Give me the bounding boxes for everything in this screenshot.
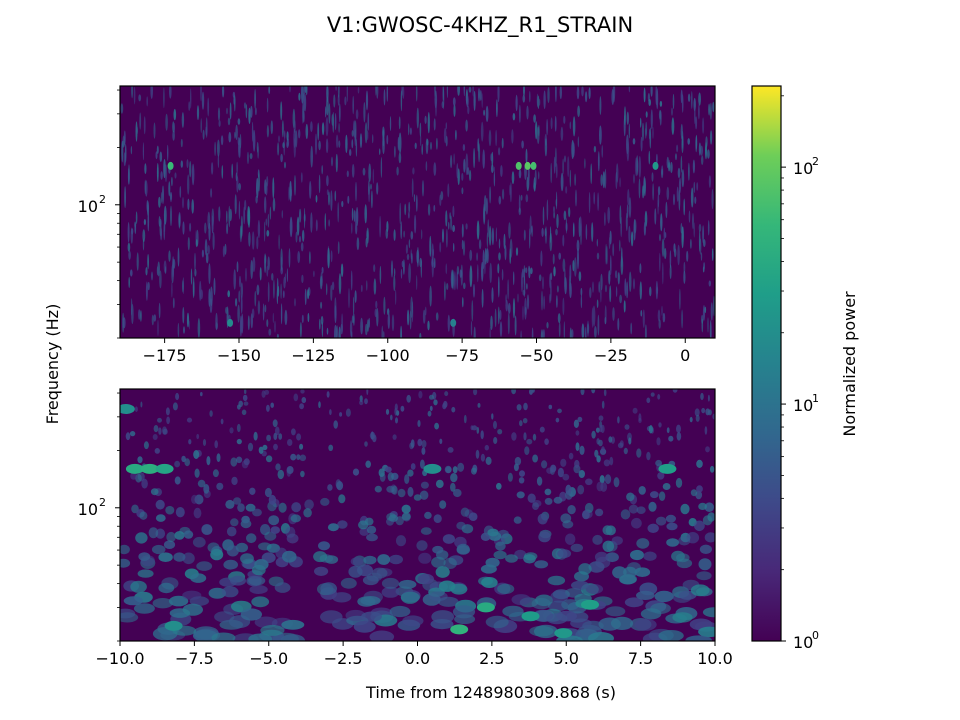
- heatmap-hot-spot: [658, 463, 677, 474]
- x-tick-label: −150: [217, 346, 261, 365]
- top-y-axis: 10 2: [78, 89, 120, 339]
- x-tick-label: −175: [143, 346, 187, 365]
- bottom-heatmap-texture: [120, 389, 715, 641]
- bottom-x-axis: −10.0 −7.5 −5.0 −2.5 0.0 2.5 5.0 7.5 10.0: [95, 641, 733, 668]
- x-tick-label: −7.5: [175, 649, 214, 668]
- x-tick-label: −125: [291, 346, 335, 365]
- colorbar-tick-label: 10: [793, 633, 813, 652]
- heatmap-hot-spot: [652, 161, 659, 170]
- heatmap-hot-spot: [521, 611, 540, 622]
- heatmap-hot-spot: [515, 161, 522, 170]
- x-tick-label: 0: [680, 346, 690, 365]
- heatmap-hot-spot: [581, 599, 599, 610]
- heatmap-hot-spot: [167, 161, 174, 170]
- bottom-heatmap-marks: [120, 404, 677, 639]
- heatmap-hot-spot: [554, 628, 573, 639]
- x-tick-label: −5.0: [249, 649, 288, 668]
- x-tick-label: −2.5: [324, 649, 363, 668]
- heatmap-hot-spot: [450, 624, 469, 635]
- colorbar-tick-label: 10: [793, 159, 813, 178]
- figure-title: V1:GWOSC-4KHZ_R1_STRAIN: [327, 13, 633, 38]
- x-tick-label: −100: [366, 346, 410, 365]
- top-heatmap-texture: [120, 86, 715, 338]
- x-tick-label: 2.5: [479, 649, 504, 668]
- top-axes-frame: [119, 85, 716, 339]
- colorbar-tick-exponent: 2: [812, 155, 819, 168]
- colorbar-tick-exponent: 0: [812, 629, 819, 642]
- heatmap-hot-spot: [423, 463, 442, 474]
- bottom-y-axis: 10 2: [78, 392, 120, 642]
- heatmap-hot-spot: [164, 620, 183, 631]
- heatmap-hot-spot: [125, 463, 144, 474]
- top-heatmap-marks: [167, 161, 659, 327]
- heatmap-hot-spot: [155, 463, 174, 474]
- heatmap-hot-spot: [524, 161, 531, 170]
- heatmap-hot-spot: [530, 161, 537, 170]
- colorbar-label: Normalized power: [840, 291, 859, 437]
- y-tick-label: 10: [78, 197, 98, 216]
- heatmap-hot-spot: [120, 404, 135, 414]
- x-tick-label: −50: [520, 346, 554, 365]
- x-tick-label: −10.0: [95, 649, 144, 668]
- colorbar-gradient: [752, 86, 781, 641]
- y-tick-exponent: 2: [99, 193, 106, 206]
- x-tick-label: −75: [445, 346, 479, 365]
- x-axis-label: Time from 1248980309.868 (s): [365, 683, 616, 702]
- colorbar-tick-label: 10: [793, 396, 813, 415]
- colorbar-tick-exponent: 1: [812, 392, 819, 405]
- x-tick-label: 7.5: [628, 649, 653, 668]
- top-x-axis: −175 −150 −125 −100 −75 −50 −25 0: [143, 338, 690, 365]
- heatmap-hot-spot: [450, 318, 457, 327]
- x-tick-label: 0.0: [405, 649, 430, 668]
- heatmap-hot-spot: [476, 602, 495, 613]
- top-spectrogram-panel: −175 −150 −125 −100 −75 −50 −25 0 10 2: [78, 85, 716, 365]
- heatmap-hot-spot: [227, 318, 234, 327]
- bottom-spectrogram-panel: −10.0 −7.5 −5.0 −2.5 0.0 2.5 5.0 7.5 10.0 10 2: [78, 388, 733, 668]
- y-tick-label: 10: [78, 500, 98, 519]
- x-tick-label: 10.0: [697, 649, 733, 668]
- colorbar-frame: [751, 85, 782, 642]
- x-tick-label: −25: [594, 346, 628, 365]
- y-tick-exponent: 2: [99, 496, 106, 509]
- x-tick-label: 5.0: [554, 649, 579, 668]
- y-axis-label: Frequency (Hz): [43, 304, 62, 425]
- heatmap-hot-spot: [140, 463, 159, 474]
